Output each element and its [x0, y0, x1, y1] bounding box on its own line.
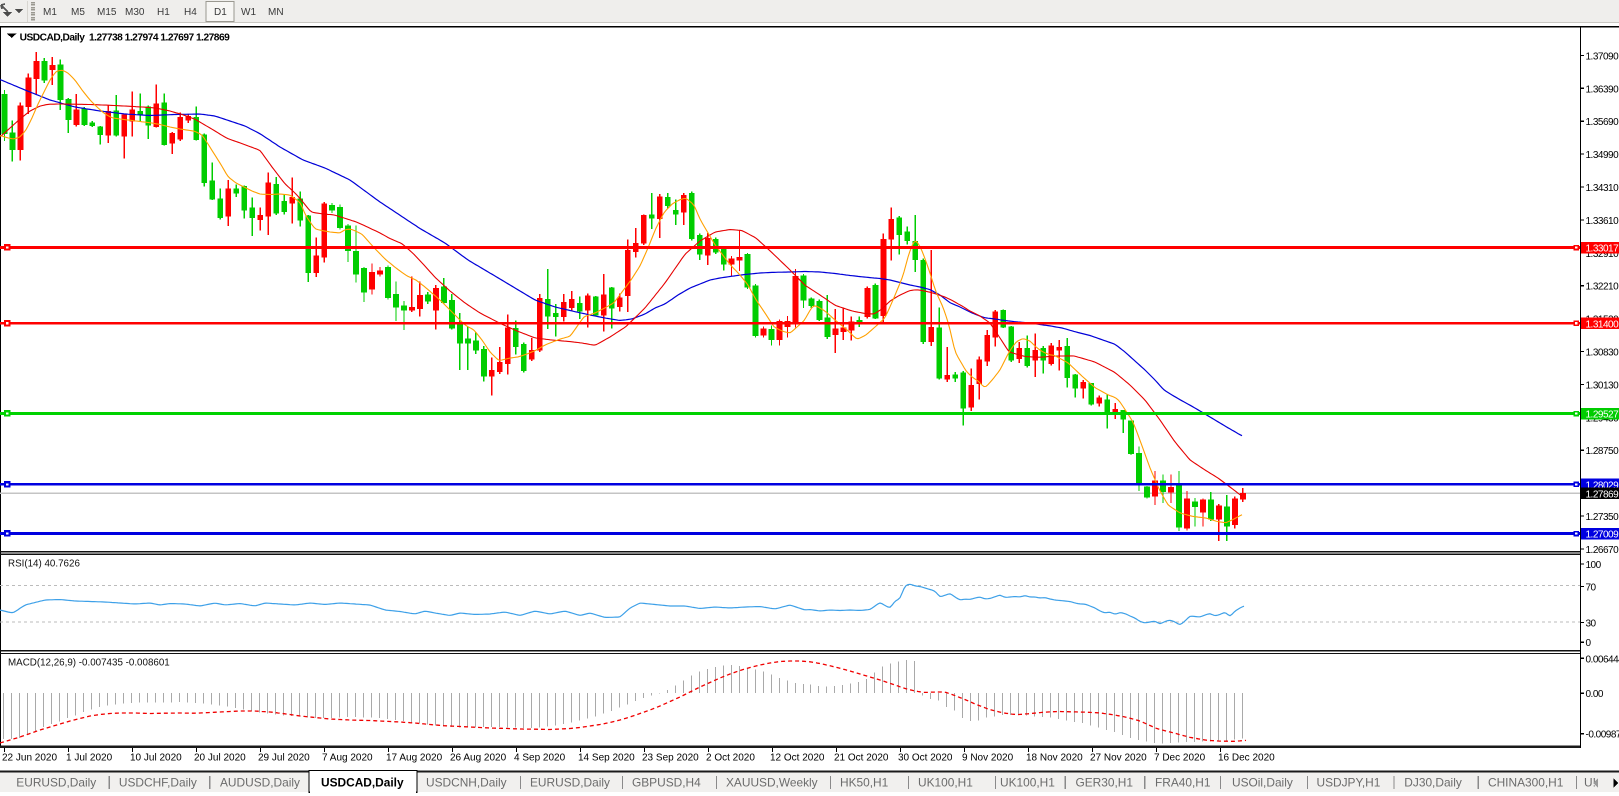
svg-text:1.35690: 1.35690 [1586, 117, 1619, 128]
svg-text:1.28029: 1.28029 [1586, 480, 1619, 491]
svg-text:1.32910: 1.32910 [1586, 249, 1619, 260]
svg-text:EURUSD,Daily: EURUSD,Daily [530, 776, 610, 790]
svg-text:18 Nov 2020: 18 Nov 2020 [1026, 753, 1083, 764]
svg-text:DJ30,Daily: DJ30,Daily [1404, 776, 1462, 790]
svg-text:-0.00987: -0.00987 [1586, 730, 1619, 741]
svg-text:30: 30 [1586, 619, 1597, 630]
svg-text:17 Aug 2020: 17 Aug 2020 [386, 753, 443, 764]
svg-text:AUDUSD,Daily: AUDUSD,Daily [220, 776, 300, 790]
svg-text:D1: D1 [214, 7, 227, 18]
svg-text:HK50,H1: HK50,H1 [840, 776, 889, 790]
svg-text:1.26670: 1.26670 [1586, 545, 1619, 556]
svg-text:29 Jul 2020: 29 Jul 2020 [258, 753, 310, 764]
svg-text:U!: U! [1584, 776, 1596, 790]
svg-text:USDCHF,Daily: USDCHF,Daily [119, 776, 197, 790]
svg-text:UK100,H1: UK100,H1 [1000, 776, 1055, 790]
svg-text:22 Jun 2020: 22 Jun 2020 [2, 753, 57, 764]
svg-text:0.00: 0.00 [1586, 689, 1604, 700]
svg-text:USOil,Daily: USOil,Daily [1232, 776, 1293, 790]
svg-text:30 Oct 2020: 30 Oct 2020 [898, 753, 953, 764]
svg-text:2 Oct 2020: 2 Oct 2020 [706, 753, 755, 764]
svg-text:1.30130: 1.30130 [1586, 380, 1619, 391]
svg-text:1.37090: 1.37090 [1586, 51, 1619, 62]
svg-text:USDCNH,Daily: USDCNH,Daily [426, 776, 507, 790]
svg-text:1.31400: 1.31400 [1586, 319, 1619, 330]
svg-text:M15: M15 [97, 7, 117, 18]
svg-text:14 Sep 2020: 14 Sep 2020 [578, 753, 635, 764]
svg-text:CHINA300,H1: CHINA300,H1 [1488, 776, 1564, 790]
svg-text:26 Aug 2020: 26 Aug 2020 [450, 753, 507, 764]
svg-text:USDCAD,Daily: USDCAD,Daily [321, 776, 404, 790]
svg-text:1.34990: 1.34990 [1586, 150, 1619, 161]
svg-text:10 Jul 2020: 10 Jul 2020 [130, 753, 182, 764]
svg-text:1.33017: 1.33017 [1586, 244, 1619, 255]
svg-text:100: 100 [1586, 560, 1602, 571]
svg-text:4 Sep 2020: 4 Sep 2020 [514, 753, 566, 764]
svg-text:0.006444: 0.006444 [1586, 654, 1619, 665]
svg-text:9 Nov 2020: 9 Nov 2020 [962, 753, 1014, 764]
svg-text:M1: M1 [43, 7, 57, 18]
svg-text:USDJPY,H1: USDJPY,H1 [1317, 776, 1381, 790]
svg-text:21 Oct 2020: 21 Oct 2020 [834, 753, 889, 764]
svg-text:7 Aug 2020: 7 Aug 2020 [322, 753, 373, 764]
svg-text:W1: W1 [241, 7, 256, 18]
svg-text:1.27009: 1.27009 [1586, 530, 1619, 541]
svg-text:1.27350: 1.27350 [1586, 512, 1619, 523]
svg-text:UK100,H1: UK100,H1 [918, 776, 973, 790]
svg-text:USDCAD,Daily 1.27738 1.27974: USDCAD,Daily 1.27738 1.27974 1.27697 1.2… [20, 32, 231, 43]
svg-text:16 Dec 2020: 16 Dec 2020 [1218, 753, 1275, 764]
svg-text:GER30,H1: GER30,H1 [1076, 776, 1134, 790]
svg-text:RSI(14) 40.7626: RSI(14) 40.7626 [8, 559, 80, 570]
svg-text:1 Jul 2020: 1 Jul 2020 [66, 753, 113, 764]
svg-text:27 Nov 2020: 27 Nov 2020 [1090, 753, 1147, 764]
svg-text:MACD(12,26,9) -0.007435 -0.008: MACD(12,26,9) -0.007435 -0.008601 [8, 658, 170, 669]
svg-text:23 Sep 2020: 23 Sep 2020 [642, 753, 699, 764]
svg-text:H1: H1 [157, 7, 170, 18]
svg-text:20 Jul 2020: 20 Jul 2020 [194, 753, 246, 764]
svg-text:MN: MN [268, 7, 284, 18]
svg-text:1.27869: 1.27869 [1586, 489, 1619, 500]
svg-text:1.32210: 1.32210 [1586, 282, 1619, 293]
svg-text:1.36390: 1.36390 [1586, 84, 1619, 95]
svg-text:1.30830: 1.30830 [1586, 348, 1619, 359]
svg-text:XAUUSD,Weekly: XAUUSD,Weekly [726, 776, 818, 790]
svg-text:7 Dec 2020: 7 Dec 2020 [1154, 753, 1206, 764]
svg-text:M30: M30 [125, 7, 145, 18]
svg-text:M5: M5 [71, 7, 85, 18]
svg-text:70: 70 [1586, 583, 1597, 594]
svg-text:H4: H4 [184, 7, 197, 18]
svg-text:1.28750: 1.28750 [1586, 446, 1619, 457]
svg-text:1.33610: 1.33610 [1586, 216, 1619, 227]
svg-text:0: 0 [1586, 638, 1592, 649]
svg-text:FRA40,H1: FRA40,H1 [1155, 776, 1211, 790]
svg-text:EURUSD,Daily: EURUSD,Daily [16, 776, 96, 790]
svg-text:12 Oct 2020: 12 Oct 2020 [770, 753, 825, 764]
svg-text:1.34310: 1.34310 [1586, 183, 1619, 194]
svg-text:1.29527: 1.29527 [1586, 410, 1619, 421]
svg-text:GBPUSD,H4: GBPUSD,H4 [632, 776, 701, 790]
